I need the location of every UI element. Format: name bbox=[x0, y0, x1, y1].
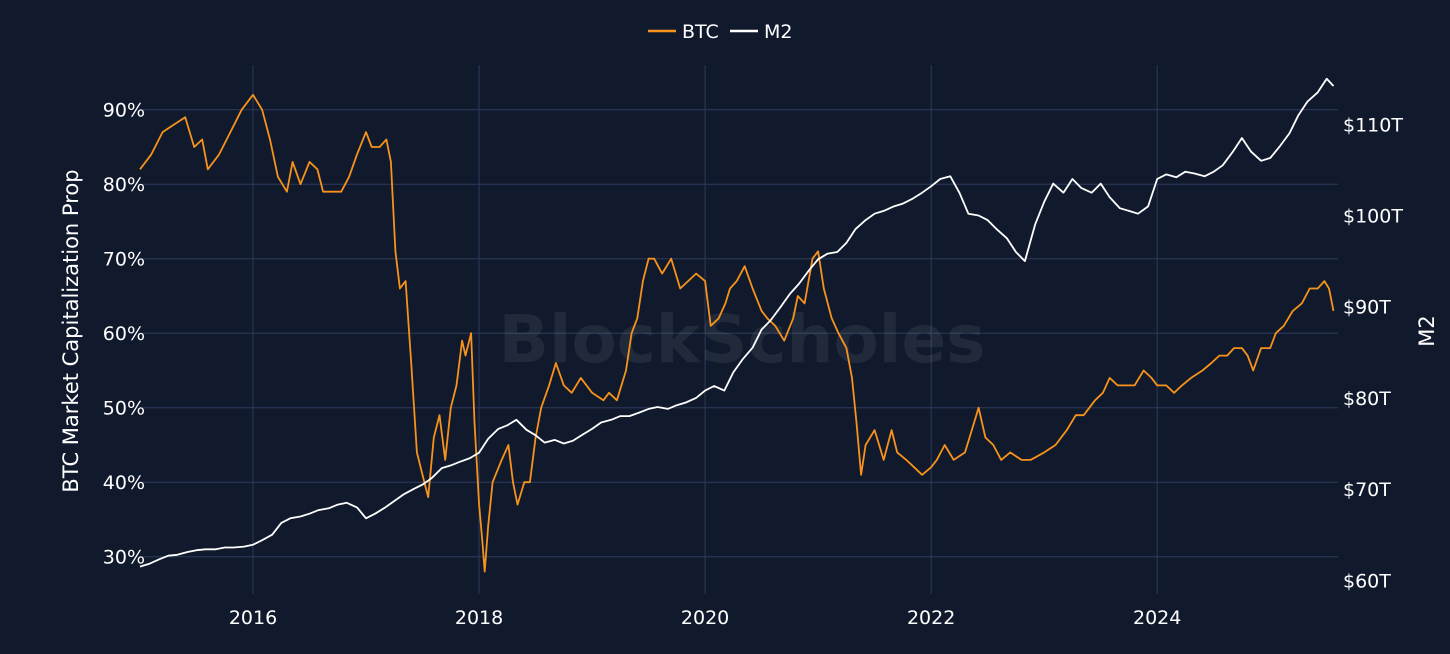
x-tick-label: 2020 bbox=[681, 607, 729, 629]
left-y-tick-label: 60% bbox=[103, 323, 145, 345]
gridlines bbox=[140, 65, 1338, 594]
right-y-tick-label: $80T bbox=[1343, 388, 1391, 410]
series-layer bbox=[139, 77, 1335, 573]
right-y-tick-label: $70T bbox=[1343, 479, 1391, 501]
right-y-tick-label: $110T bbox=[1343, 114, 1403, 136]
legend-item-m2[interactable]: M2 bbox=[730, 21, 792, 43]
legend[interactable]: BTC M2 bbox=[648, 21, 792, 43]
left-y-tick-label: 80% bbox=[103, 174, 145, 196]
x-tick-label: 2024 bbox=[1133, 607, 1181, 629]
legend-label: BTC bbox=[682, 21, 719, 43]
right-y-tick-label: $90T bbox=[1343, 297, 1391, 319]
left-y-tick-label: 50% bbox=[103, 398, 145, 420]
left-axis-title: BTC Market Capitalization Prop bbox=[59, 169, 83, 492]
left-y-tick-label: 70% bbox=[103, 249, 145, 271]
left-y-tick-label: 40% bbox=[103, 472, 145, 494]
legend-label: M2 bbox=[764, 21, 792, 43]
left-y-tick-label: 90% bbox=[103, 100, 145, 122]
series-line-m2 bbox=[139, 77, 1335, 568]
tick-labels: 2016 2018 2020 2022 2024 30% 40% 50% 60% 70% 80% 90… bbox=[103, 100, 1404, 629]
watermark-text: BlockScholes bbox=[499, 301, 986, 378]
series-line-btc bbox=[139, 93, 1335, 573]
right-y-tick-label: $60T bbox=[1343, 570, 1391, 592]
x-tick-label: 2022 bbox=[907, 607, 955, 629]
x-tick-label: 2016 bbox=[229, 607, 277, 629]
left-y-tick-label: 30% bbox=[103, 547, 145, 569]
legend-item-btc[interactable]: BTC bbox=[648, 21, 719, 43]
right-axis-title: M2 bbox=[1415, 315, 1439, 346]
right-y-tick-label: $100T bbox=[1343, 205, 1403, 227]
x-tick-label: 2018 bbox=[455, 607, 503, 629]
